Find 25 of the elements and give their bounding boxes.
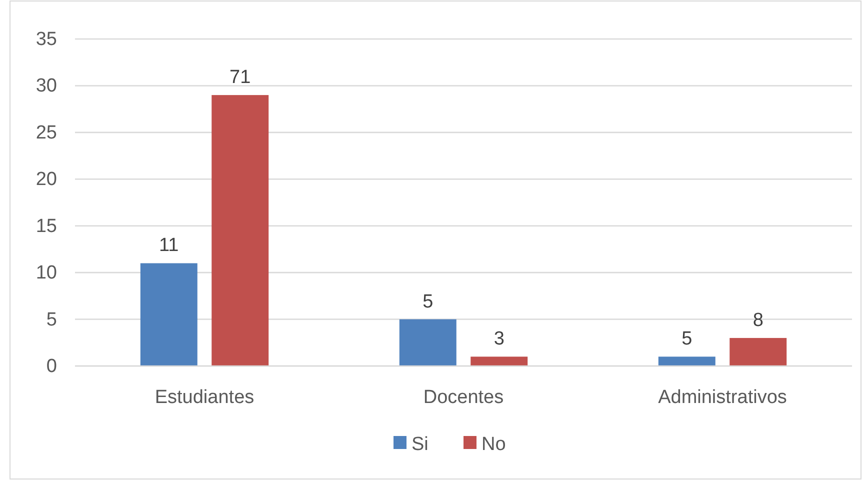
y-tick-label: 10 [36,262,57,284]
y-tick-label: 5 [46,309,57,330]
annotation: 8 [752,310,764,331]
y-tick-label: 15 [36,216,57,237]
y-tick-label: 35 [36,29,57,50]
y-tick-label: 0 [46,356,57,377]
annotation: 3 [494,328,504,350]
bar [470,356,528,366]
x-tick-label: Administrativos [658,387,787,408]
bar [399,319,456,366]
bar [212,95,269,366]
bar [730,338,787,366]
annotation: 5 [422,291,434,312]
annotation: 5 [682,328,692,350]
annotation: 11 [159,235,179,256]
y-tick-label: 25 [36,122,57,144]
bar [140,263,198,366]
legend-label: Si [412,434,428,455]
legend-label: No [482,434,506,455]
y-tick-label: 30 [36,76,57,97]
bar [658,356,716,366]
x-tick-label: Estudiantes [154,387,254,408]
annotation: 71 [230,67,251,88]
x-tick-label: Docentes [423,387,504,408]
y-tick-label: 20 [36,169,57,190]
